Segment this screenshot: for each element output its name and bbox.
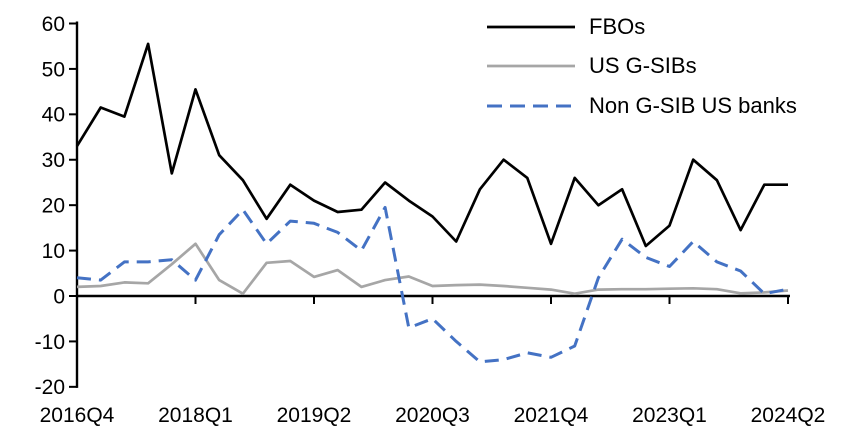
legend-item-us-gsibs: US G-SIBs bbox=[487, 47, 797, 87]
x-axis-label: 2024Q2 bbox=[751, 404, 826, 427]
y-axis-label: 50 bbox=[42, 58, 65, 81]
x-axis-label: 2023Q1 bbox=[632, 404, 707, 427]
y-axis-label: 10 bbox=[42, 240, 65, 263]
x-axis-label: 2018Q1 bbox=[158, 404, 233, 427]
y-axis-label: 20 bbox=[42, 195, 65, 218]
y-axis-label: 30 bbox=[42, 149, 65, 172]
y-axis-label: 40 bbox=[42, 104, 65, 127]
legend-label-non-gsib: Non G-SIB US banks bbox=[589, 92, 797, 118]
us-gsibs-line-swatch-icon bbox=[487, 64, 575, 68]
legend-item-fbos: FBOs bbox=[487, 7, 797, 47]
legend: FBOs US G-SIBs Non G-SIB US banks bbox=[487, 7, 797, 126]
series-line-fbos bbox=[75, 42, 788, 248]
series-line-non-g-sib-us-banks bbox=[76, 205, 789, 364]
series-line-us-g-sibs bbox=[76, 242, 789, 296]
x-axis-label: 2019Q2 bbox=[277, 404, 352, 427]
fbos-line-swatch-icon bbox=[487, 25, 575, 29]
y-axis-label: -20 bbox=[35, 376, 65, 399]
y-axis-label: 60 bbox=[42, 13, 65, 36]
x-axis-label: 2021Q4 bbox=[514, 404, 589, 427]
y-axis-label: -10 bbox=[35, 331, 65, 354]
non-gsib-line-swatch-icon bbox=[487, 104, 575, 108]
legend-item-non-gsib: Non G-SIB US banks bbox=[487, 86, 797, 126]
y-axis-label: 0 bbox=[53, 285, 65, 308]
x-axis-label: 2020Q3 bbox=[395, 404, 470, 427]
legend-label-fbos: FBOs bbox=[589, 13, 646, 39]
legend-label-us-gsibs: US G-SIBs bbox=[589, 53, 697, 79]
x-axis-label: 2016Q4 bbox=[40, 404, 115, 427]
